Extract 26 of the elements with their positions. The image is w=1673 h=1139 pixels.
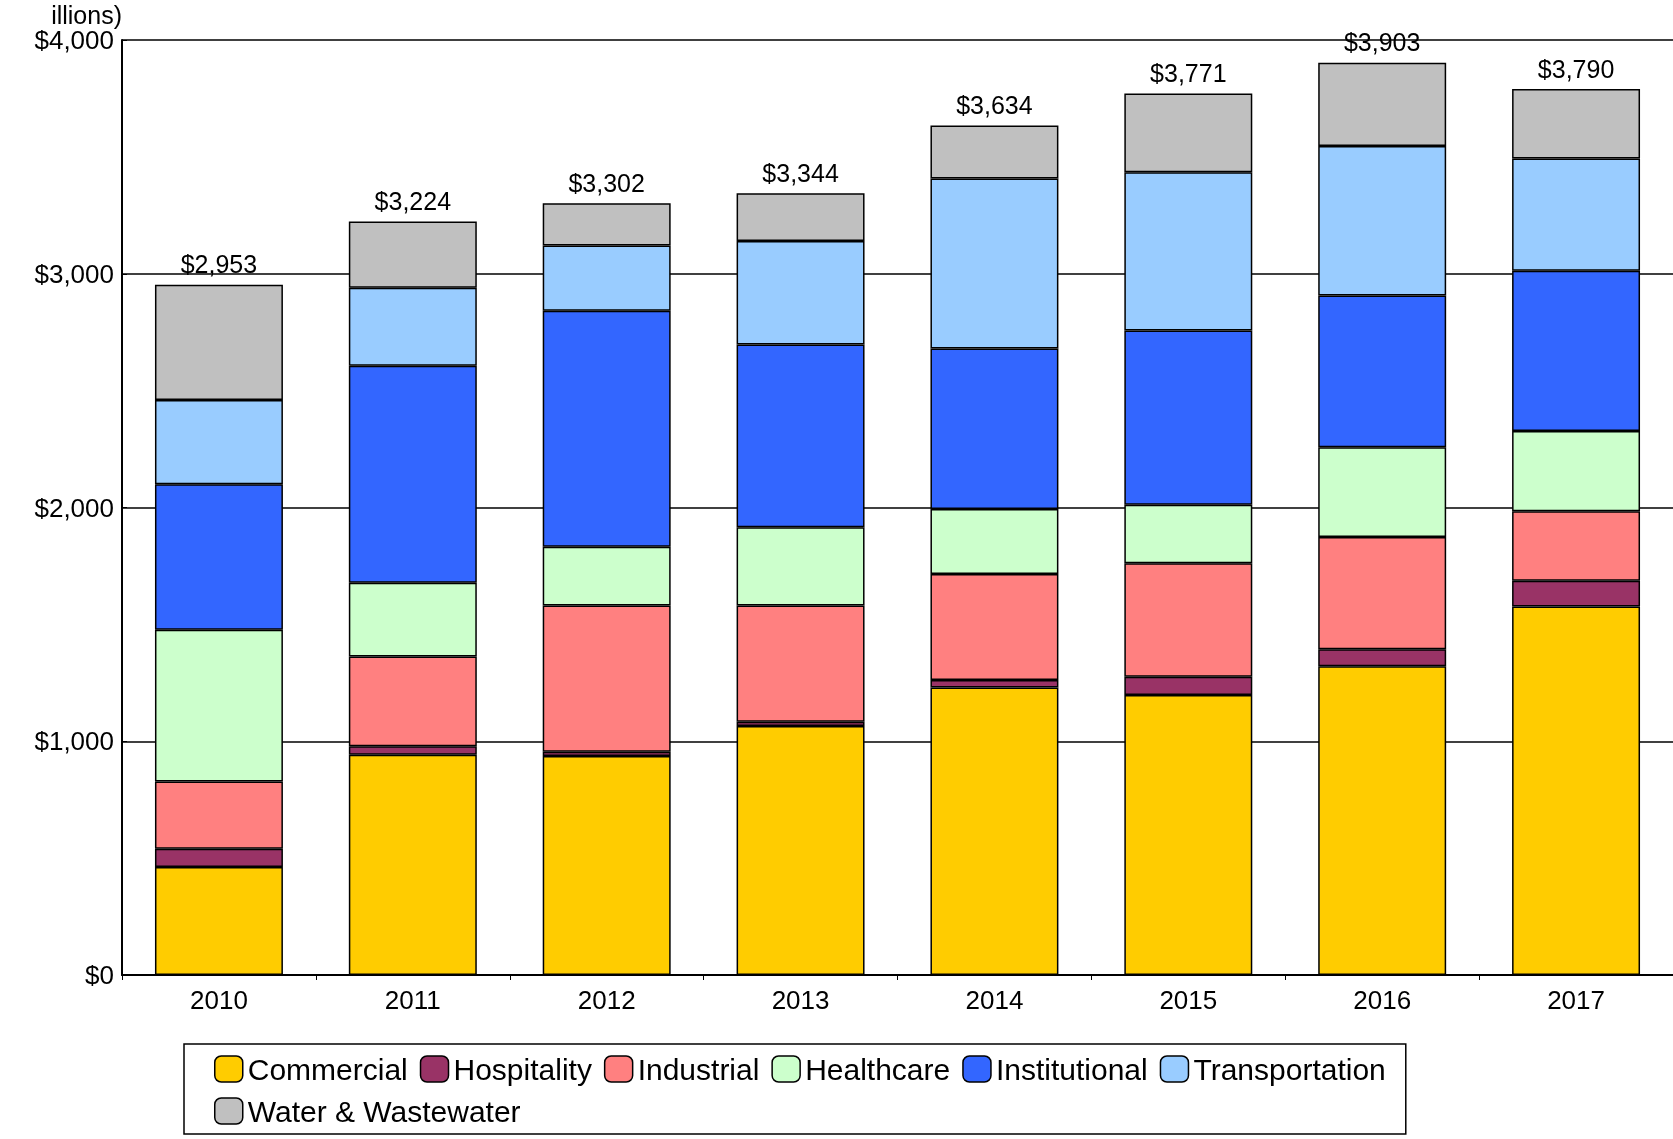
- x-tick-label: 2013: [771, 985, 830, 1015]
- x-tick-label: 2015: [1159, 985, 1218, 1015]
- total-label: $3,790: [1537, 54, 1615, 83]
- legend-label: Institutional: [995, 1052, 1148, 1086]
- total-label: $3,302: [568, 168, 645, 197]
- legend-label: Hospitality: [453, 1052, 592, 1086]
- y-tick-label: $3,000: [34, 258, 114, 289]
- total-label: $3,344: [762, 158, 839, 187]
- total-label: $3,771: [1150, 59, 1227, 88]
- legend-label: Industrial: [637, 1052, 760, 1086]
- legend-label: Commercial: [247, 1052, 408, 1086]
- legend-label: Healthcare: [805, 1052, 951, 1086]
- total-label: $2,953: [180, 250, 258, 279]
- x-tick-label: 2017: [1547, 985, 1605, 1015]
- legend-label: Transportation: [1193, 1052, 1386, 1086]
- legend-label: Water & Wastewater: [247, 1094, 521, 1128]
- total-label: $3,634: [956, 91, 1033, 120]
- y-tick-label: $2,000: [34, 492, 114, 523]
- y-tick-label: $1,000: [34, 726, 114, 757]
- x-tick-label: 2016: [1353, 985, 1412, 1015]
- x-tick-label: 2014: [965, 985, 1024, 1015]
- x-tick-label: 2011: [384, 985, 441, 1015]
- x-tick-label: 2012: [577, 985, 636, 1015]
- x-tick-label: 2010: [190, 985, 248, 1015]
- y-tick-label: $0: [85, 960, 114, 990]
- total-label: $3,224: [374, 186, 452, 215]
